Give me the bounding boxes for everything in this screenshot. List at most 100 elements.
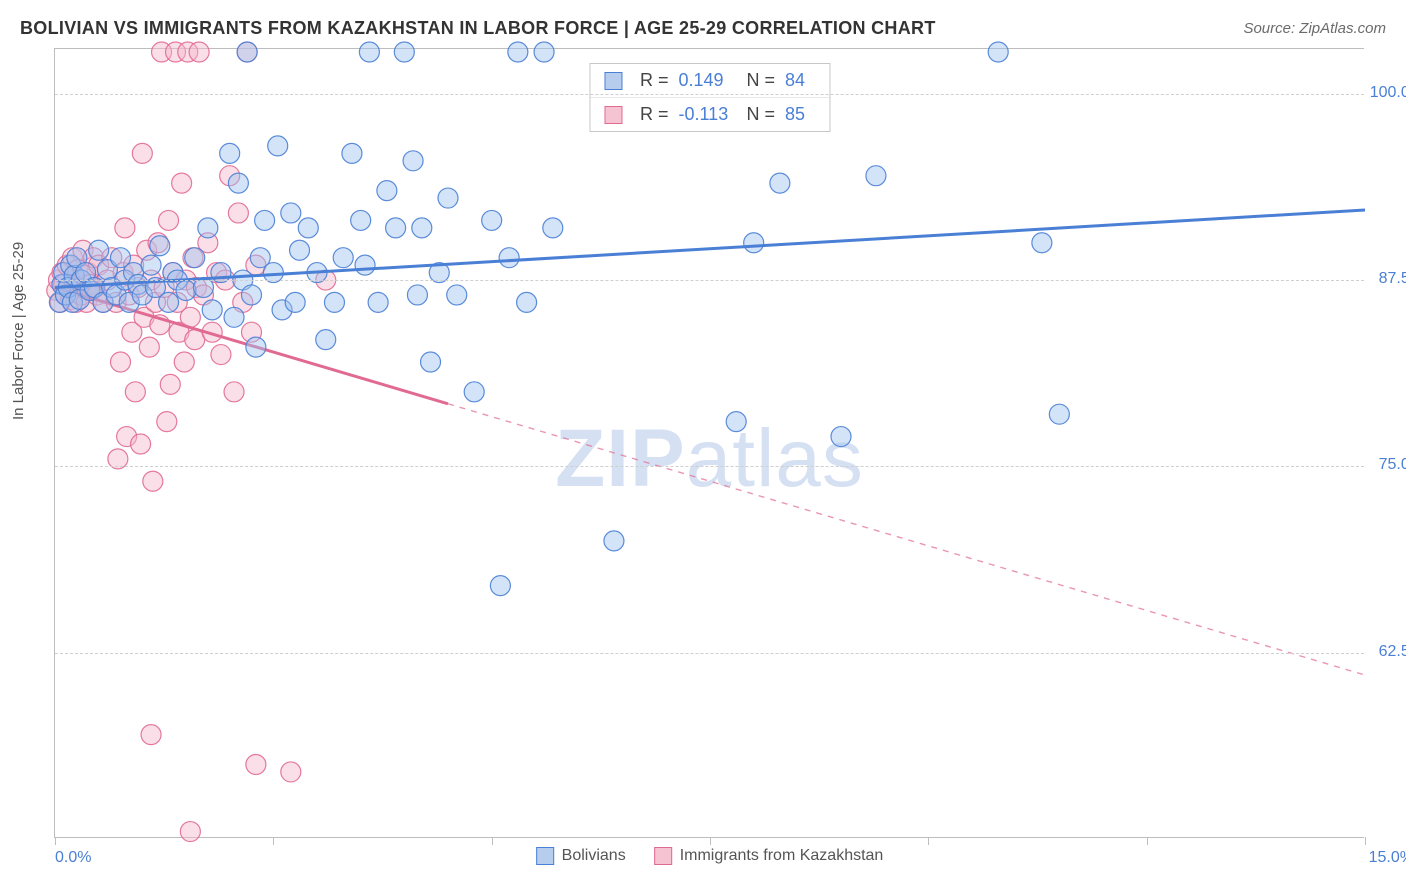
scatter-point-kazakhstan [125, 382, 145, 402]
gridline [55, 94, 1364, 95]
x-tick [1147, 837, 1148, 845]
x-axis-min-label: 0.0% [55, 849, 91, 867]
legend-item-kazakhstan: Immigrants from Kazakhstan [654, 847, 884, 865]
chart-canvas [55, 49, 1364, 837]
scatter-point-kazakhstan [246, 754, 266, 774]
scatter-point-bolivians [185, 248, 205, 268]
chart-title: BOLIVIAN VS IMMIGRANTS FROM KAZAKHSTAN I… [20, 18, 936, 39]
scatter-point-bolivians [988, 42, 1008, 62]
swatch-kazakhstan [604, 106, 622, 124]
legend-swatch-kazakhstan [654, 847, 672, 865]
scatter-point-bolivians [543, 218, 563, 238]
scatter-point-kazakhstan [115, 218, 135, 238]
y-tick-label: 75.0% [1369, 456, 1406, 474]
scatter-point-bolivians [281, 203, 301, 223]
scatter-point-kazakhstan [281, 762, 301, 782]
scatter-point-kazakhstan [157, 412, 177, 432]
x-tick [273, 837, 274, 845]
scatter-point-bolivians [333, 248, 353, 268]
x-tick [710, 837, 711, 845]
scatter-point-kazakhstan [172, 173, 192, 193]
scatter-point-kazakhstan [111, 352, 131, 372]
scatter-point-bolivians [508, 42, 528, 62]
plot-area: ZIPatlas R = 0.149 N = 84 R = -0.113 N =… [54, 48, 1364, 838]
scatter-point-kazakhstan [180, 822, 200, 842]
y-tick-label: 87.5% [1369, 270, 1406, 288]
gridline [55, 466, 1364, 467]
n-value-bolivians: 84 [785, 67, 815, 94]
scatter-point-bolivians [604, 531, 624, 551]
scatter-point-bolivians [255, 210, 275, 230]
n-value-kazakhstan: 85 [785, 101, 815, 128]
legend-item-bolivians: Bolivians [536, 847, 626, 865]
scatter-point-bolivians [1032, 233, 1052, 253]
scatter-point-bolivians [150, 236, 170, 256]
r-label: R = [640, 101, 669, 128]
gridline [55, 653, 1364, 654]
legend-label-kazakhstan: Immigrants from Kazakhstan [680, 847, 884, 864]
scatter-point-bolivians [499, 248, 519, 268]
scatter-point-bolivians [242, 285, 262, 305]
trendline-bolivians [55, 210, 1365, 288]
scatter-point-kazakhstan [224, 382, 244, 402]
scatter-point-bolivians [517, 292, 537, 312]
x-tick [928, 837, 929, 845]
scatter-point-bolivians [438, 188, 458, 208]
scatter-point-bolivians [386, 218, 406, 238]
scatter-point-bolivians [377, 181, 397, 201]
scatter-point-kazakhstan [189, 42, 209, 62]
scatter-point-bolivians [403, 151, 423, 171]
scatter-point-bolivians [176, 280, 196, 300]
scatter-point-bolivians [464, 382, 484, 402]
r-value-kazakhstan: -0.113 [679, 101, 737, 128]
scatter-point-bolivians [744, 233, 764, 253]
scatter-point-bolivians [224, 307, 244, 327]
x-axis-max-label: 15.0% [1369, 849, 1406, 867]
x-tick [1365, 837, 1366, 845]
scatter-point-bolivians [324, 292, 344, 312]
scatter-point-bolivians [490, 576, 510, 596]
scatter-point-bolivians [198, 218, 218, 238]
scatter-point-bolivians [268, 136, 288, 156]
legend-swatch-bolivians [536, 847, 554, 865]
scatter-point-kazakhstan [139, 337, 159, 357]
n-label: N = [747, 101, 776, 128]
scatter-point-bolivians [412, 218, 432, 238]
scatter-point-bolivians [246, 337, 266, 357]
trendline-extrapolated-kazakhstan [448, 404, 1365, 675]
scatter-point-kazakhstan [211, 345, 231, 365]
x-tick [55, 837, 56, 845]
scatter-point-bolivians [228, 173, 248, 193]
scatter-point-kazakhstan [143, 471, 163, 491]
scatter-point-bolivians [482, 210, 502, 230]
scatter-point-kazakhstan [131, 434, 151, 454]
y-tick-label: 62.5% [1369, 643, 1406, 661]
scatter-point-kazakhstan [132, 143, 152, 163]
scatter-point-bolivians [359, 42, 379, 62]
scatter-point-bolivians [1049, 404, 1069, 424]
scatter-point-bolivians [237, 42, 257, 62]
scatter-point-kazakhstan [160, 374, 180, 394]
scatter-point-bolivians [831, 427, 851, 447]
scatter-point-kazakhstan [141, 725, 161, 745]
stats-row-kazakhstan: R = -0.113 N = 85 [590, 97, 829, 131]
scatter-point-bolivians [285, 292, 305, 312]
scatter-point-bolivians [534, 42, 554, 62]
gridline [55, 280, 1364, 281]
x-tick [492, 837, 493, 845]
chart-container: BOLIVIAN VS IMMIGRANTS FROM KAZAKHSTAN I… [0, 0, 1406, 892]
scatter-point-bolivians [316, 330, 336, 350]
scatter-point-bolivians [770, 173, 790, 193]
scatter-point-bolivians [866, 166, 886, 186]
scatter-point-bolivians [447, 285, 467, 305]
scatter-point-bolivians [89, 240, 109, 260]
y-tick-label: 100.0% [1369, 84, 1406, 102]
correlation-stats-box: R = 0.149 N = 84 R = -0.113 N = 85 [589, 63, 830, 132]
r-label: R = [640, 67, 669, 94]
scatter-point-bolivians [141, 255, 161, 275]
scatter-point-bolivians [394, 42, 414, 62]
scatter-point-bolivians [355, 255, 375, 275]
legend-label-bolivians: Bolivians [562, 847, 626, 864]
scatter-point-bolivians [407, 285, 427, 305]
scatter-point-bolivians [298, 218, 318, 238]
